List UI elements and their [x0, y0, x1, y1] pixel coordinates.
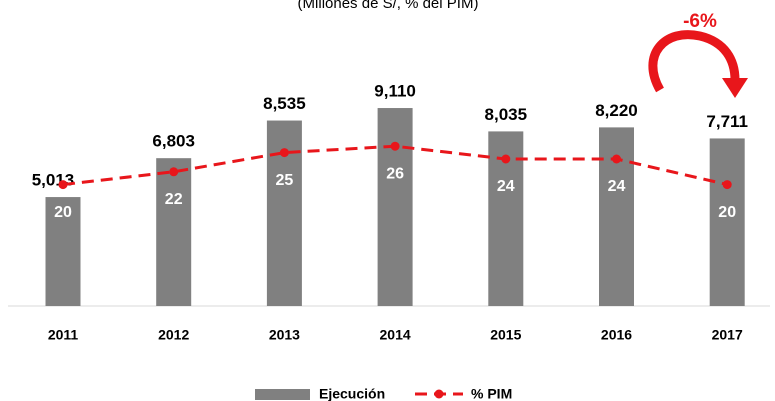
bar — [45, 197, 81, 306]
bar-value-label: 7,711 — [706, 112, 748, 131]
line-value-label: 25 — [276, 172, 294, 189]
bar — [599, 127, 634, 307]
line-point — [612, 154, 621, 164]
line-point — [722, 180, 732, 190]
x-tick-label: 2015 — [490, 327, 521, 343]
line-point — [501, 154, 511, 164]
x-tick-label: 2012 — [158, 327, 189, 343]
bar — [709, 138, 745, 306]
line-value-label: 20 — [718, 204, 736, 221]
annotation-arrow — [648, 30, 740, 93]
x-tick-label: 2014 — [380, 327, 411, 343]
x-tick-label: 2011 — [48, 327, 79, 343]
bar-value-label: 5,013 — [32, 171, 75, 190]
line-value-label: 24 — [497, 178, 515, 195]
line-value-label: 22 — [165, 191, 183, 208]
bar — [156, 158, 192, 306]
legend-label: Ejecución — [319, 386, 385, 401]
annotation: -6% — [683, 11, 717, 32]
bar-value-label: 8,035 — [485, 105, 528, 124]
line-value-label: 20 — [54, 204, 72, 221]
x-tick-label: 2013 — [269, 327, 300, 343]
chart-subtitle: (Millones de S/, % del PIM) — [298, 0, 479, 12]
x-tick-label: 2016 — [601, 327, 632, 343]
bar-value-label: 6,803 — [152, 132, 195, 151]
annotation-arrowhead — [722, 78, 748, 98]
line-point — [279, 148, 289, 158]
bar — [377, 108, 413, 306]
legend-label: % PIM — [471, 386, 512, 401]
legend-swatch — [255, 389, 310, 400]
line-point — [390, 141, 400, 151]
line-point — [169, 167, 179, 177]
bar-value-label: 8,535 — [263, 94, 306, 113]
line-value-label: 26 — [386, 165, 404, 182]
bar-value-label: 9,110 — [374, 82, 416, 101]
x-tick-label: 2017 — [712, 327, 743, 343]
bar-value-label: 8,220 — [595, 101, 638, 120]
line-value-label: 24 — [608, 178, 626, 195]
line-point — [58, 180, 68, 190]
legend-swatch-point — [434, 389, 444, 399]
